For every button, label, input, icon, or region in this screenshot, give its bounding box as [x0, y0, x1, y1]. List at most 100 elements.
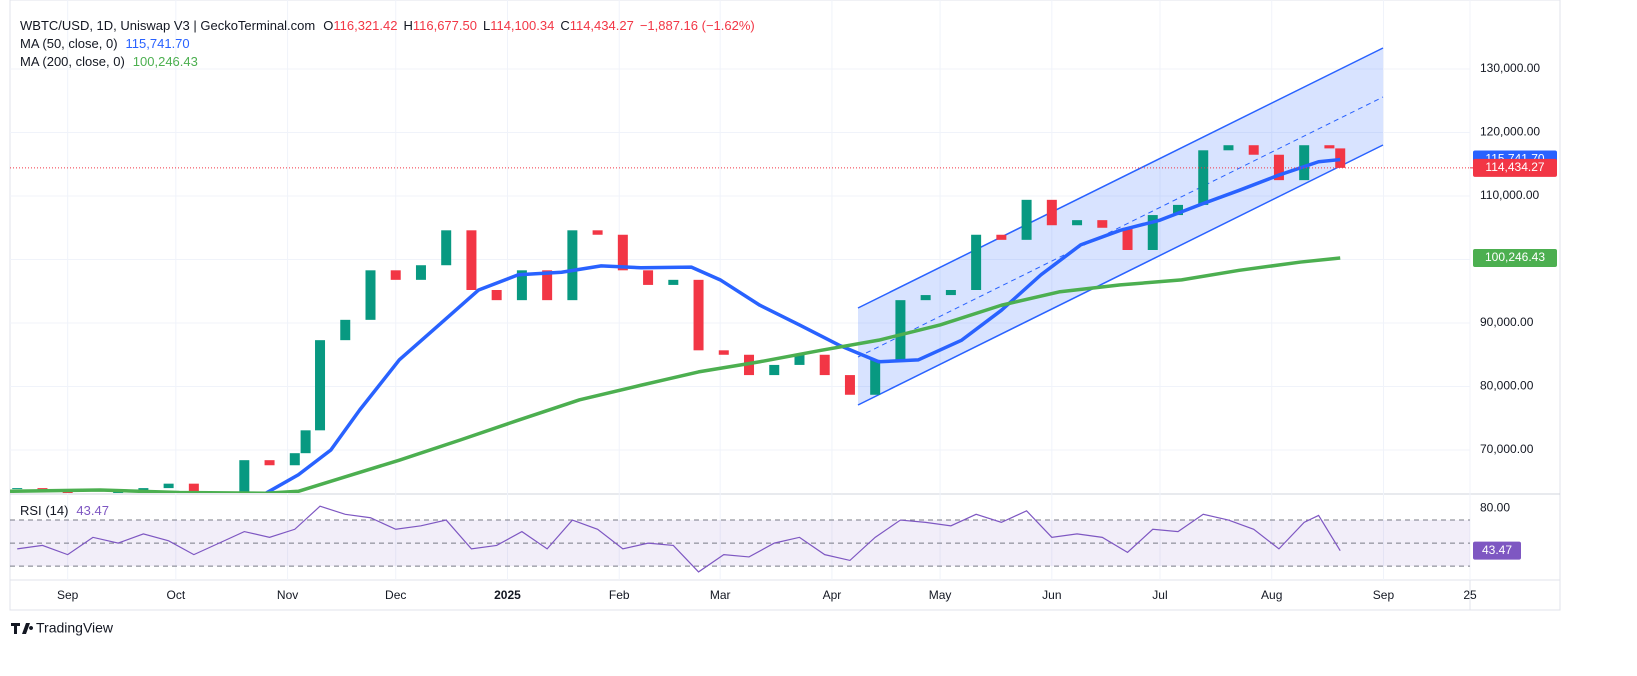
ma-line: [10, 256, 1341, 493]
candle-body: [668, 279, 679, 285]
candle-body: [415, 265, 426, 280]
candle-body: [1021, 199, 1032, 240]
y-tick-label: 90,000.00: [1480, 315, 1534, 329]
y-tick-label: 120,000.00: [1480, 125, 1540, 139]
candle-body: [365, 270, 376, 320]
x-tick-label: Jun: [1042, 588, 1061, 602]
channel-mid: [857, 96, 1384, 358]
legend-value: 115,741.70: [126, 36, 190, 51]
x-tick-label: Apr: [823, 588, 842, 602]
candle-body: [794, 354, 805, 365]
candle-body: [617, 234, 628, 271]
rsi-tag-label: 43.47: [1482, 543, 1512, 557]
ma50-legend: MA (50, close, 0) 115,741.70: [20, 36, 190, 51]
channel-upper: [857, 47, 1384, 309]
x-tick-label: May: [929, 588, 952, 602]
rsi-line: [17, 505, 1341, 573]
candle-body: [390, 270, 401, 280]
y-tick-label: 80.00: [1480, 501, 1510, 515]
axes: Sep Oct Nov Dec 2025 Feb Mar Apr May Jun Jul Aug Sep…: [57, 61, 1557, 602]
candle-body: [214, 494, 224, 497]
candle-body: [1173, 204, 1183, 216]
candle-body: [945, 289, 956, 296]
candle-body: [542, 270, 553, 301]
candle-body: [37, 488, 48, 490]
candle-body: [1198, 150, 1209, 205]
x-tick-label: Aug: [1261, 588, 1282, 602]
x-tick-label: Feb: [609, 588, 630, 602]
candle-body: [592, 230, 603, 235]
candle-body: [769, 364, 780, 376]
candle-body: [1072, 220, 1083, 226]
candle-body: [1335, 148, 1346, 168]
candle-body: [113, 491, 124, 493]
y-tick-label: 70,000.00: [1480, 442, 1534, 456]
candle-body: [996, 234, 1007, 240]
x-tick-label: Jul: [1152, 588, 1167, 602]
candle-body: [188, 483, 199, 493]
candle-body: [693, 279, 704, 351]
candle-body: [491, 289, 502, 301]
candle-body: [1046, 199, 1057, 226]
legend-name: MA (200, close, 0): [20, 54, 125, 69]
ohlc-label: C: [560, 18, 569, 33]
y-tick-label: 110,000.00: [1480, 188, 1539, 202]
ohlc-label: H: [403, 18, 412, 33]
candle-body: [844, 375, 855, 395]
price-tag-label: 100,246.43: [1485, 250, 1545, 264]
rsi-pane: [10, 505, 1470, 573]
candle-body: [920, 295, 931, 301]
candle-body: [88, 494, 98, 500]
candle-body: [315, 340, 326, 431]
candle-body: [1147, 215, 1158, 250]
candle-body: [1324, 145, 1335, 149]
legend-name: MA (50, close, 0): [20, 36, 118, 51]
ohlc-value: 114,100.34: [490, 18, 554, 33]
candle-body: [1248, 145, 1259, 155]
legend-name: RSI (14): [20, 503, 68, 518]
price-tag: [1473, 248, 1557, 267]
x-tick-label: Mar: [710, 588, 731, 602]
ohlc-value: 116,321.42: [333, 18, 397, 33]
candle-body: [239, 460, 250, 493]
last-price-tag: [1473, 158, 1557, 177]
rsi-tag: [1473, 541, 1521, 560]
candle-body: [1273, 154, 1284, 181]
price-pane: [10, 145, 1470, 500]
legend-value: 43.47: [76, 503, 109, 518]
candle-body: [466, 230, 477, 290]
ohlc-value: 116,677.50: [413, 18, 477, 33]
ohlc-label: L: [483, 18, 490, 33]
candle-body: [567, 230, 578, 301]
candle-body: [1299, 145, 1310, 181]
x-tick-label: Oct: [166, 588, 185, 602]
change: −1,887.16 (−1.62%): [640, 18, 755, 33]
parallel-channel: [857, 47, 1384, 406]
candle-body: [1223, 145, 1234, 151]
ohlc-value: 114,434.27: [570, 18, 634, 33]
frame: [9, 0, 1561, 611]
header-line: WBTC/USD, 1D, Uniswap V3 | GeckoTerminal…: [20, 18, 755, 33]
candle-body: [340, 319, 351, 341]
candle-body: [1122, 227, 1133, 250]
brand-name: TradingView: [36, 620, 114, 636]
candle-body: [441, 230, 452, 266]
candle-body: [971, 234, 982, 290]
x-tick-label: Sep: [57, 588, 79, 602]
brand: TradingView: [11, 620, 114, 636]
y-tick-label: 130,000.00: [1480, 61, 1540, 75]
x-tick-label: 25: [1463, 588, 1477, 602]
rsi-legend: RSI (14) 43.47: [20, 503, 109, 518]
x-tick-label: Sep: [1373, 588, 1395, 602]
candle-body: [718, 350, 729, 355]
candle-body: [264, 460, 275, 466]
candle-body: [300, 430, 311, 454]
ma-line: [265, 157, 1341, 493]
candle-body: [819, 354, 830, 376]
brand-logo: [11, 623, 34, 634]
legend-value: 100,246.43: [133, 54, 198, 69]
candle-body: [163, 483, 174, 489]
candle-body: [643, 270, 654, 285]
